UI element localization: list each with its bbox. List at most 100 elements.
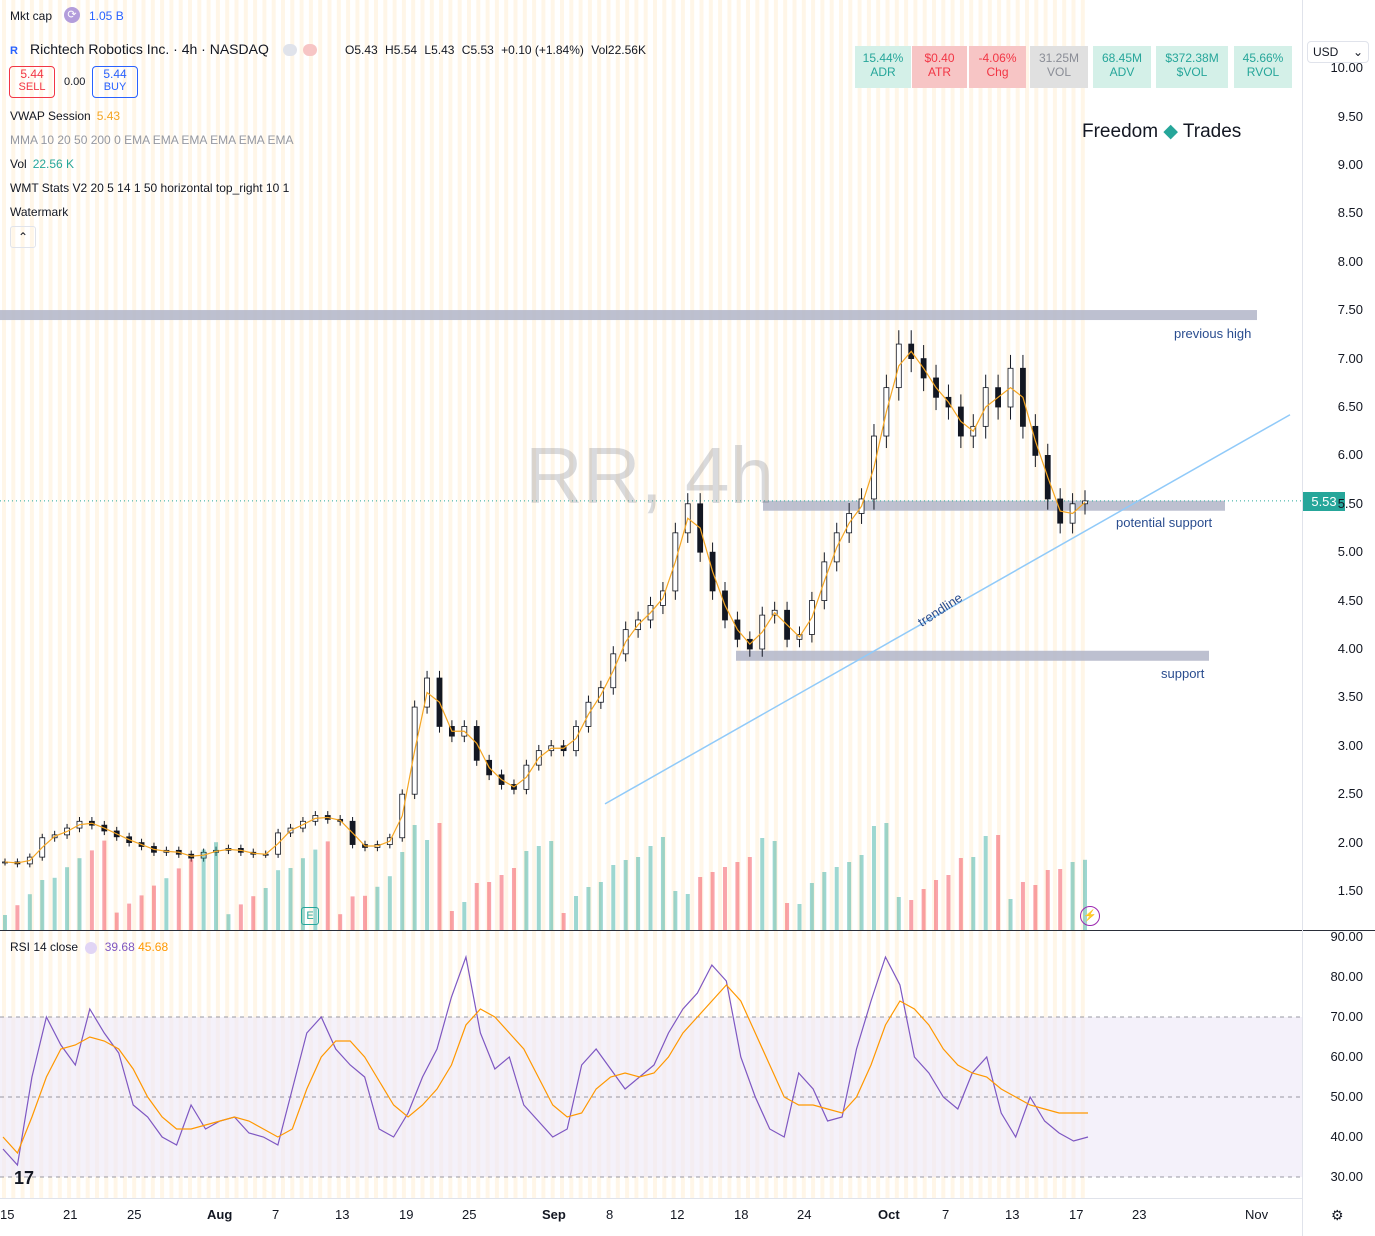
stat-label: VOL	[1046, 65, 1071, 79]
session-stripe	[513, 0, 518, 1198]
annotation-potential-support[interactable]: potential support	[1116, 515, 1213, 530]
time-axis-label: 24	[797, 1207, 812, 1222]
time-axis-label: Sep	[542, 1207, 566, 1222]
symbol-title[interactable]: R Richtech Robotics Inc. · 4h · NASDAQ	[10, 41, 317, 59]
session-stripe	[374, 0, 378, 1198]
time-axis-label: 7	[942, 1207, 950, 1222]
rsi-axis-label: 70.00	[1330, 1009, 1363, 1024]
volume-bar	[822, 872, 827, 930]
volume-bar	[214, 842, 219, 930]
collapse-indicators-button[interactable]: ⌃	[10, 226, 36, 248]
time-axis-label: 25	[127, 1207, 142, 1222]
buy-label: BUY	[103, 81, 127, 93]
volume-bar	[648, 846, 653, 930]
rsi-axis-label: 50.00	[1330, 1089, 1363, 1104]
session-stripe	[48, 0, 53, 1198]
session-stripe	[141, 0, 146, 1198]
currency-select[interactable]: USD ⌄	[1307, 41, 1369, 63]
volume-bar	[375, 886, 380, 930]
session-stripe	[318, 0, 323, 1198]
indicator-3[interactable]: WMT Stats V2 20 5 14 1 50 horizontal top…	[10, 181, 295, 195]
currency-value: USD	[1313, 45, 1339, 59]
session-stripe	[76, 0, 81, 1198]
session-stripe	[150, 0, 155, 1198]
indicator-value: 22.56 K	[32, 157, 75, 171]
vwap-line	[4, 350, 1086, 864]
indicator-2[interactable]: Vol 22.56 K	[10, 157, 74, 171]
rsi-legend[interactable]: RSI 14 close 39.68 45.68	[10, 940, 168, 954]
session-stripe	[606, 0, 611, 1198]
session-stripe	[494, 0, 499, 1198]
session-stripe	[987, 0, 992, 1198]
price-axis-label: 4.50	[1337, 593, 1363, 608]
volume-bar	[276, 870, 281, 930]
session-stripe	[922, 0, 927, 1198]
session-stripe	[866, 0, 871, 1198]
session-stripe	[1025, 0, 1029, 1198]
indicator-4[interactable]: Watermark	[10, 205, 74, 219]
volume-bar	[1083, 859, 1087, 930]
volume-bar	[847, 862, 852, 930]
refresh-icon[interactable]: ⟳	[64, 7, 80, 23]
session-stripe	[839, 0, 843, 1198]
symbol-logo-icon: R	[10, 45, 18, 57]
session-stripe	[532, 0, 537, 1198]
session-stripe	[383, 0, 388, 1198]
indicator-1[interactable]: MMA 10 20 50 200 0 EMA EMA EMA EMA EMA E…	[10, 133, 299, 147]
session-stripe	[829, 0, 834, 1198]
ohlc-close: C5.53	[461, 43, 494, 57]
session-stripe	[671, 0, 676, 1198]
session-stripe	[997, 0, 1002, 1198]
buy-button[interactable]: 5.44 BUY	[92, 66, 138, 98]
session-stripe	[1062, 0, 1067, 1198]
session-stripe	[587, 0, 592, 1198]
ohlc-change: +0.10 (+1.84%)	[501, 43, 584, 57]
session-stripe	[932, 0, 936, 1198]
ohlc-high: H5.54	[385, 43, 418, 57]
session-stripe	[1043, 0, 1048, 1198]
rsi-settings-icon[interactable]	[85, 941, 98, 954]
stat-label: ATR	[927, 65, 952, 79]
volume-bar	[511, 868, 516, 930]
volume-bar	[747, 857, 752, 930]
indicator-name: Vol	[10, 157, 27, 171]
rsi-label: RSI 14 close	[10, 940, 79, 954]
session-stripe	[215, 0, 220, 1198]
volume-bar	[226, 914, 231, 930]
settings-gear-icon[interactable]: ⚙	[1331, 1207, 1344, 1223]
session-stripe	[336, 0, 341, 1198]
session-stripe	[85, 0, 90, 1198]
session-stripe	[764, 0, 769, 1198]
session-stripe	[857, 0, 862, 1198]
volume-bar	[313, 849, 318, 930]
session-stripe	[392, 0, 397, 1198]
session-stripe	[476, 0, 481, 1198]
volume-bar	[77, 858, 82, 930]
stat-chg: -4.06% Chg	[969, 46, 1026, 88]
tradingview-logo-icon[interactable]: 17	[14, 1168, 35, 1188]
indicator-0[interactable]: VWAP Session 5.43	[10, 109, 120, 123]
volume-bar	[499, 875, 504, 930]
earnings-icon[interactable]: E	[301, 907, 319, 925]
rsi-axis-label: 60.00	[1330, 1049, 1363, 1064]
volume-bar	[871, 826, 876, 930]
volume-bar	[400, 852, 405, 930]
sell-button[interactable]: 5.44 SELL	[9, 66, 55, 98]
volume-bar	[735, 862, 740, 930]
annotation-previous-high[interactable]: previous high	[1174, 326, 1252, 341]
stat-atr: $0.40 ATR	[912, 46, 967, 88]
session-stripe	[169, 0, 174, 1198]
brand-left: Freedom	[1082, 121, 1159, 142]
session-stripe	[188, 0, 192, 1198]
session-stripe	[792, 0, 797, 1198]
wave-icon[interactable]	[302, 44, 317, 57]
lightning-icon[interactable]: ⚡	[1080, 906, 1100, 926]
top-bar: Mkt cap ⟳ 1.05 B	[0, 0, 1302, 34]
stat-adv: 68.45M ADV	[1093, 46, 1151, 88]
menu-icon[interactable]	[282, 44, 297, 57]
session-stripe	[429, 0, 434, 1198]
annotation-support[interactable]: support	[1161, 666, 1205, 681]
session-stripe	[773, 0, 778, 1198]
session-stripe	[560, 0, 564, 1198]
